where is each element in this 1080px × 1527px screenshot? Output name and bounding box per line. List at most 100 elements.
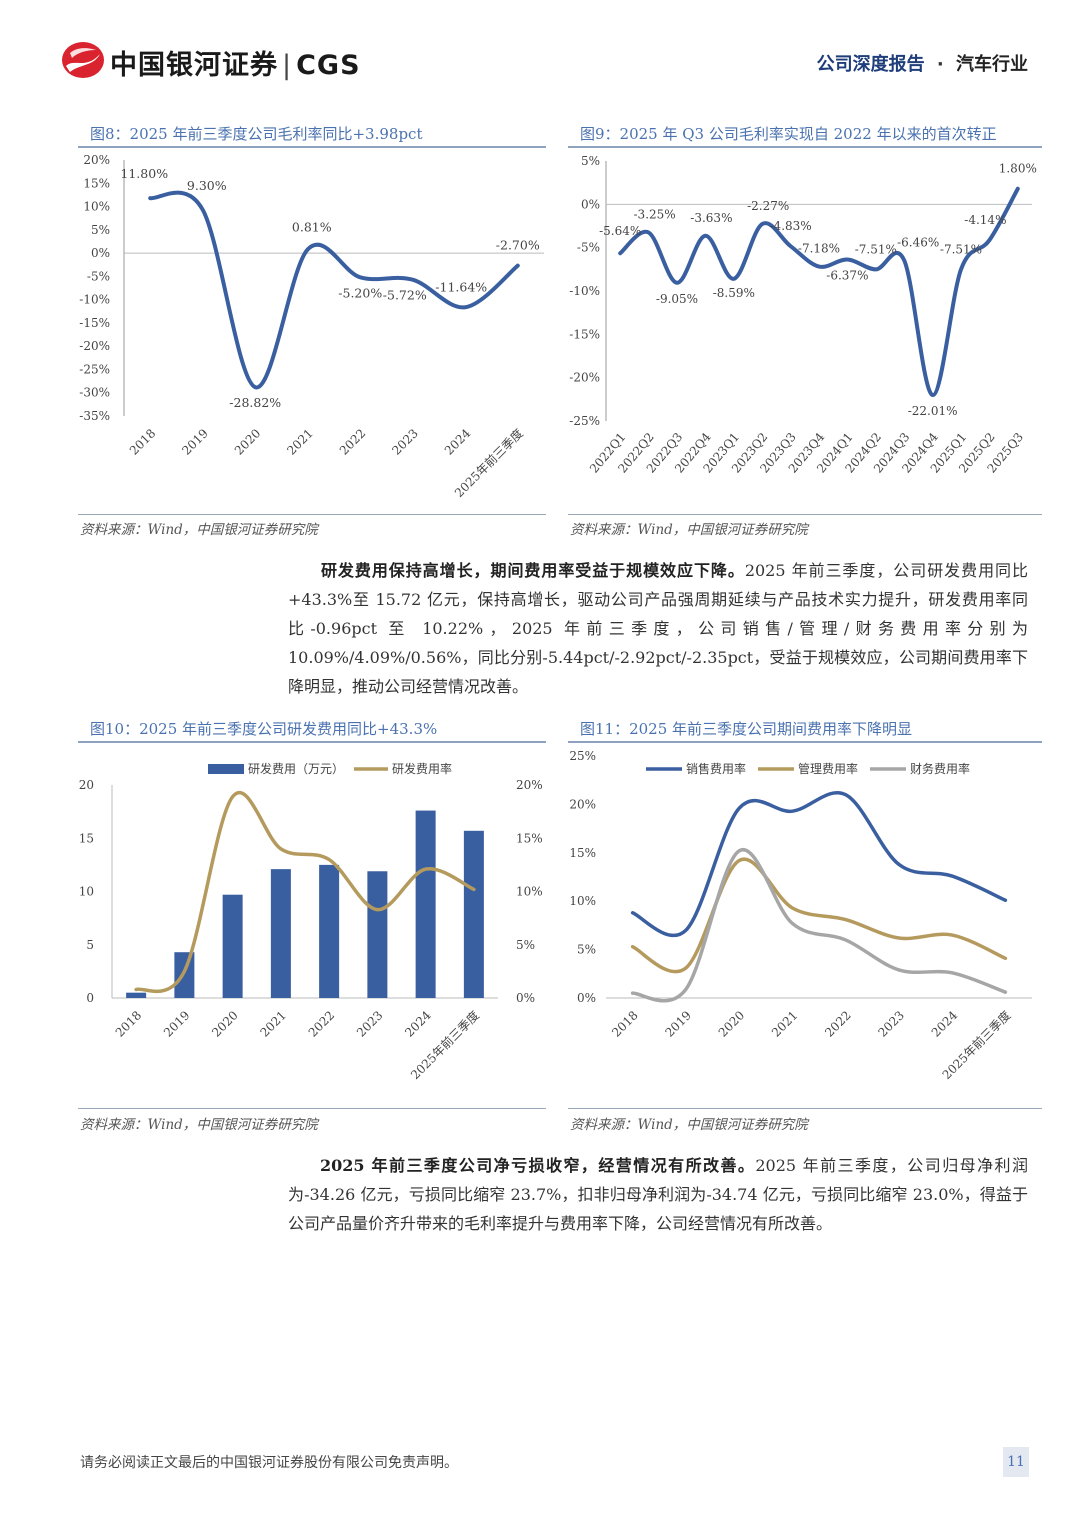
fig8-y-tick: 0% xyxy=(91,246,110,260)
fig11-series-line xyxy=(630,857,1008,974)
fig8-y-tick: -10% xyxy=(79,293,110,307)
fig11-y-tick: 0% xyxy=(577,991,596,1005)
fig9-title-rule xyxy=(568,146,1042,148)
fig9-bottom-rule xyxy=(568,514,1042,515)
fig10-series-line xyxy=(134,791,476,994)
fig10-bar xyxy=(222,894,243,998)
fig10-y-tick-right: 10% xyxy=(516,885,543,899)
fig10-x-tick: 2018 xyxy=(113,1008,144,1039)
fig8-source: 资料来源：Wind，中国银河证券研究院 xyxy=(80,522,318,538)
logo-icon xyxy=(62,42,104,78)
fig10-y-tick-right: 20% xyxy=(516,778,543,792)
fig9-data-label: -3.63% xyxy=(690,211,732,225)
fig9-data-label: -22.01% xyxy=(908,404,958,418)
fig10-x-tick: 2021 xyxy=(257,1008,288,1039)
fig10-x-tick: 2022 xyxy=(306,1008,337,1039)
fig8-y-tick: -20% xyxy=(79,339,110,353)
footer-disclaimer: 请务必阅读正文最后的中国银河证券股份有限公司免责声明。 xyxy=(80,1455,458,1471)
fig11-x-tick: 2022 xyxy=(822,1008,853,1039)
fig9-y-tick: -20% xyxy=(569,371,600,385)
fig8-data-label: -5.20% xyxy=(338,285,382,300)
fig9-data-label: -3.25% xyxy=(634,208,676,222)
fig11-title-rule xyxy=(568,741,1042,743)
fig8-title: 图8：2025 年前三季度公司毛利率同比+3.98pct xyxy=(90,125,423,143)
fig8-x-tick: 2021 xyxy=(284,426,315,457)
fig11-y-tick: 10% xyxy=(569,894,596,908)
fig10-x-tick: 2019 xyxy=(161,1008,192,1039)
fig9-data-label: -4.14% xyxy=(964,213,1006,227)
fig11-y-tick: 25% xyxy=(569,749,596,763)
fig9-data-label: -7.18% xyxy=(798,242,840,256)
fig9-data-label: -5.64% xyxy=(599,224,641,238)
fig10-y-tick-left: 20 xyxy=(79,778,94,792)
fig11-source: 资料来源：Wind，中国银河证券研究院 xyxy=(570,1117,808,1133)
fig10-x-tick: 2023 xyxy=(354,1008,385,1039)
fig11-title: 图11：2025 年前三季度公司期间费用率下降明显 xyxy=(580,720,913,738)
fig10-x-tick: 2024 xyxy=(402,1008,434,1040)
fig9-data-label: -2.27% xyxy=(747,199,789,213)
fig9-chart: 5%0%-5%-10%-15%-20%-25%2022Q12022Q22022Q… xyxy=(569,154,1037,476)
fig8-bottom-rule xyxy=(78,514,546,515)
fig9-y-tick: -15% xyxy=(569,327,600,341)
fig11-x-tick: 2021 xyxy=(769,1008,800,1039)
fig11-chart: 25% 20% 15% 10% 5% 0% 销售费用率 管理费用率 财务费用率 2018 2019 2… xyxy=(569,749,1032,1082)
report-type: 公司深度报告 xyxy=(816,54,925,75)
fig9-data-label: -7.51% xyxy=(855,242,897,256)
fig10-x-tick: 2020 xyxy=(209,1008,240,1039)
fig10-legend-bar-label: 研发费用（万元） xyxy=(248,761,344,776)
fig8-y-tick: 5% xyxy=(91,223,110,237)
fig10-bar xyxy=(270,869,291,998)
fig8-y-tick: -15% xyxy=(79,316,110,330)
fig8-x-tick: 2022 xyxy=(337,426,368,457)
fig8-y-tick: -25% xyxy=(79,362,110,376)
fig10-bar xyxy=(415,810,436,998)
paragraph-net-loss: 2025 年前三季度公司净亏损收窄，经营情况有所改善。2025 年前三季度，公司… xyxy=(288,1151,1028,1238)
fig9-data-label: -9.05% xyxy=(656,292,698,306)
fig8-y-tick: 10% xyxy=(83,200,110,214)
fig10-source: 资料来源：Wind，中国银河证券研究院 xyxy=(80,1117,318,1133)
fig9-y-tick: 0% xyxy=(581,197,600,211)
fig11-legend-label: 财务费用率 xyxy=(910,761,970,776)
fig8-y-tick: 20% xyxy=(83,153,110,167)
fig10-bar xyxy=(463,830,484,998)
fig8-x-tick: 2023 xyxy=(389,426,420,457)
fig9-data-label: -6.37% xyxy=(826,269,868,283)
fig11-x-tick: 2023 xyxy=(875,1008,906,1039)
page-number: 11 xyxy=(1003,1447,1029,1477)
fig8-x-tick: 2020 xyxy=(232,426,263,457)
paragraph-net-loss-body: 2025 年前三季度，公司归母净利润为-34.26 亿元，亏损同比缩窄 23.7… xyxy=(288,1156,1028,1233)
fig8-y-tick: -35% xyxy=(79,409,110,423)
paragraph-rd-expense: 研发费用保持高增长，期间费用率受益于规模效应下降。2025 年前三季度，公司研发… xyxy=(288,556,1028,701)
fig9-y-tick: 5% xyxy=(581,154,600,168)
fig8-y-tick: -5% xyxy=(87,269,110,283)
fig10-y-tick-left: 5 xyxy=(86,938,94,952)
fig8-y-tick: -30% xyxy=(79,386,110,400)
fig8-x-tick: 2019 xyxy=(179,426,210,457)
fig9-y-tick: -5% xyxy=(577,241,600,255)
fig8-data-label: -28.82% xyxy=(229,395,281,410)
fig8-data-label: 11.80% xyxy=(120,166,168,181)
fig10-bar xyxy=(367,871,388,998)
industry: 汽车行业 xyxy=(956,54,1028,75)
fig10-title: 图10：2025 年前三季度公司研发费用同比+43.3% xyxy=(90,720,438,738)
paragraph-net-loss-lead: 2025 年前三季度公司净亏损收窄，经营情况有所改善。 xyxy=(320,1156,756,1175)
fig9-data-label: 1.80% xyxy=(999,162,1037,176)
fig10-bottom-rule xyxy=(78,1108,546,1109)
fig9-data-label: -6.46% xyxy=(897,235,939,249)
paragraph-rd-expense-lead: 研发费用保持高增长，期间费用率受益于规模效应下降。 xyxy=(320,561,745,580)
fig11-y-tick: 15% xyxy=(569,846,596,860)
fig10-bar xyxy=(319,864,340,998)
fig11-legend-label: 销售费用率 xyxy=(686,761,746,776)
fig10-legend-line-label: 研发费用率 xyxy=(392,761,452,776)
fig8-data-label: -5.72% xyxy=(383,288,427,303)
fig11-y-tick: 5% xyxy=(577,943,596,957)
fig9-y-tick: -10% xyxy=(569,284,600,298)
fig11-series-line xyxy=(630,791,1008,938)
fig8-chart: 20% 15% 10% 5% 0% -5% -10% -15% -20% -25% -30% -35%… xyxy=(79,153,544,500)
fig10-bar xyxy=(126,992,147,998)
fig10-chart: 20 15 10 5 0 20% 15% 10% 5% 0% 2018 2019 2020 2021 202… xyxy=(79,761,543,1082)
fig8-data-label: 0.81% xyxy=(292,219,332,234)
fig10-y-tick-left: 15 xyxy=(79,831,94,845)
fig11-y-tick: 20% xyxy=(569,797,596,811)
logo-cgs: CGS xyxy=(296,50,361,81)
